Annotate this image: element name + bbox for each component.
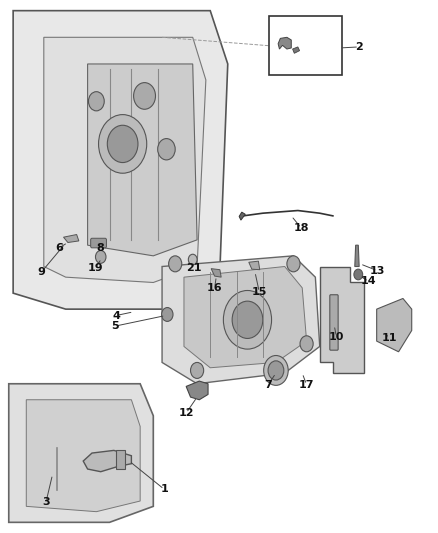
Text: 15: 15 bbox=[251, 287, 267, 297]
Text: 1: 1 bbox=[160, 484, 168, 494]
Text: 8: 8 bbox=[96, 243, 104, 253]
Text: 14: 14 bbox=[361, 277, 377, 286]
Text: 7: 7 bbox=[264, 380, 272, 390]
Circle shape bbox=[287, 256, 300, 272]
Text: 19: 19 bbox=[88, 263, 103, 272]
Circle shape bbox=[95, 251, 106, 263]
Circle shape bbox=[169, 256, 182, 272]
Polygon shape bbox=[116, 450, 125, 469]
Circle shape bbox=[134, 83, 155, 109]
Polygon shape bbox=[186, 381, 208, 400]
Text: 6: 6 bbox=[55, 243, 63, 253]
Circle shape bbox=[158, 139, 175, 160]
Text: 18: 18 bbox=[293, 223, 309, 233]
Polygon shape bbox=[9, 384, 153, 522]
Text: 12: 12 bbox=[178, 408, 194, 418]
Polygon shape bbox=[88, 64, 197, 256]
Polygon shape bbox=[377, 298, 412, 352]
Circle shape bbox=[264, 356, 288, 385]
Text: 17: 17 bbox=[299, 380, 314, 390]
Text: 10: 10 bbox=[328, 332, 344, 342]
Polygon shape bbox=[211, 269, 221, 277]
Text: 5: 5 bbox=[111, 321, 119, 331]
Circle shape bbox=[300, 336, 313, 352]
Text: 3: 3 bbox=[42, 497, 50, 507]
Polygon shape bbox=[26, 400, 140, 512]
Circle shape bbox=[191, 362, 204, 378]
Polygon shape bbox=[249, 261, 260, 270]
Circle shape bbox=[354, 269, 363, 280]
Circle shape bbox=[88, 92, 104, 111]
Text: 4: 4 bbox=[112, 311, 120, 320]
Text: 11: 11 bbox=[381, 334, 397, 343]
Circle shape bbox=[107, 125, 138, 163]
Circle shape bbox=[162, 308, 173, 321]
Text: 9: 9 bbox=[38, 267, 46, 277]
FancyBboxPatch shape bbox=[269, 16, 342, 75]
Text: 2: 2 bbox=[355, 42, 363, 52]
Polygon shape bbox=[83, 450, 131, 472]
Circle shape bbox=[232, 301, 263, 338]
Circle shape bbox=[99, 115, 147, 173]
Polygon shape bbox=[44, 37, 206, 282]
Polygon shape bbox=[184, 266, 307, 368]
FancyBboxPatch shape bbox=[91, 238, 106, 248]
Polygon shape bbox=[64, 235, 79, 243]
Polygon shape bbox=[13, 11, 228, 309]
Polygon shape bbox=[320, 266, 364, 373]
Circle shape bbox=[223, 290, 272, 349]
Text: 21: 21 bbox=[186, 263, 201, 272]
Text: 16: 16 bbox=[207, 283, 223, 293]
FancyBboxPatch shape bbox=[330, 295, 338, 350]
Circle shape bbox=[188, 254, 197, 265]
Polygon shape bbox=[293, 47, 300, 53]
Polygon shape bbox=[355, 245, 359, 266]
Text: 13: 13 bbox=[370, 266, 385, 276]
Polygon shape bbox=[278, 37, 291, 49]
Polygon shape bbox=[239, 212, 245, 220]
Polygon shape bbox=[162, 256, 320, 384]
Circle shape bbox=[268, 361, 284, 380]
